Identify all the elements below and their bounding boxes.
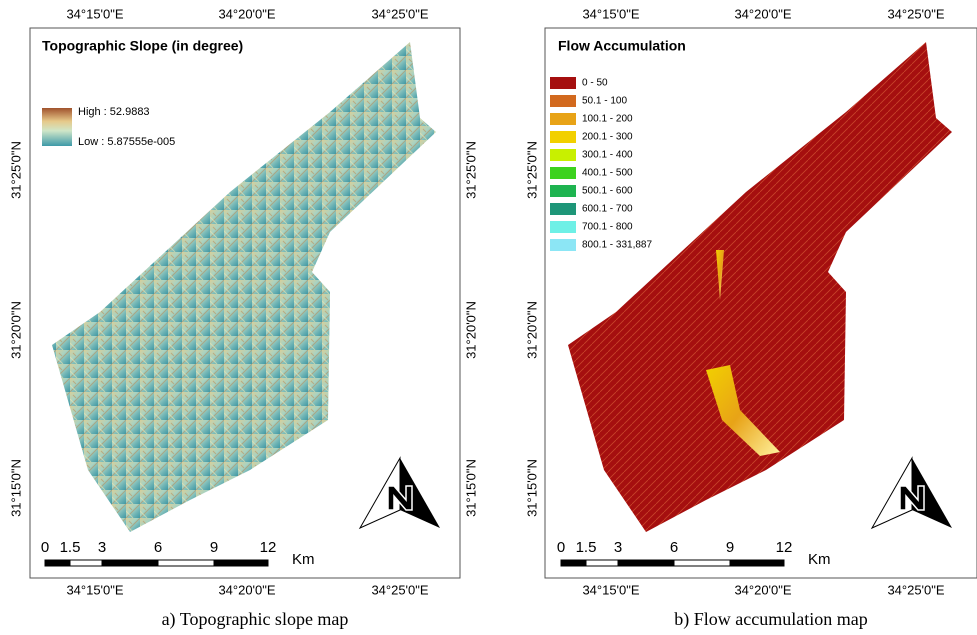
lat-label: 31°15'0"N (463, 459, 478, 517)
scale-tick: 6 (670, 539, 678, 556)
lon-label: 34°20'0"E (734, 582, 791, 597)
scale-tick: 3 (614, 539, 622, 556)
legend-label: 400.1 - 500 (582, 168, 633, 179)
scale-tick: 12 (776, 539, 793, 556)
lon-label: 34°15'0"E (582, 6, 639, 21)
legend-label: 300.1 - 400 (582, 150, 633, 161)
lon-label: 34°15'0"E (66, 6, 123, 21)
legend-swatch (550, 149, 576, 161)
scale-segment (618, 560, 674, 566)
lat-label: 31°20'0"N (524, 301, 539, 359)
scale-tick: 6 (154, 539, 162, 556)
legend-label: 600.1 - 700 (582, 204, 633, 215)
lon-label: 34°15'0"E (66, 582, 123, 597)
scale-segment (70, 560, 102, 566)
legend-label: Low : 5.87555e-005 (78, 136, 175, 148)
scale-segment (674, 560, 730, 566)
lon-label: 34°25'0"E (371, 6, 428, 21)
lat-label: 31°20'0"N (8, 301, 23, 359)
scale-unit: Km (292, 551, 315, 568)
legend-label: 0 - 50 (582, 78, 608, 89)
caption: b) Flow accumulation map (674, 609, 867, 630)
lon-label: 34°15'0"E (582, 582, 639, 597)
legend-swatch (550, 167, 576, 179)
legend-label: 50.1 - 100 (582, 96, 627, 107)
scale-tick: 9 (210, 539, 218, 556)
scale-segment (561, 560, 586, 566)
scale-segment (45, 560, 70, 566)
lat-label: 31°25'0"N (463, 141, 478, 199)
legend-label: 500.1 - 600 (582, 186, 633, 197)
scale-tick: 3 (98, 539, 106, 556)
scale-tick: 0 (41, 539, 49, 556)
north-arrow (360, 458, 440, 528)
lat-label: 31°25'0"N (524, 141, 539, 199)
scale-tick: 1.5 (60, 539, 81, 556)
legend-label: High : 52.9883 (78, 106, 150, 118)
scale-segment (214, 560, 268, 566)
legend-swatch (550, 221, 576, 233)
legend-swatch (550, 95, 576, 107)
lat-label: 31°15'0"N (524, 459, 539, 517)
lon-label: 34°25'0"E (887, 582, 944, 597)
legend-swatch (550, 203, 576, 215)
map-title: Flow Accumulation (558, 38, 686, 54)
panel-b (545, 28, 977, 578)
scale-segment (730, 560, 784, 566)
legend-swatch (550, 131, 576, 143)
lon-label: 34°25'0"E (371, 582, 428, 597)
figure: 34°15'0"E 34°20'0"E 34°25'0"E 34°15'0"E 34°2… (0, 0, 977, 635)
scale-tick: 9 (726, 539, 734, 556)
lon-label: 34°20'0"E (734, 6, 791, 21)
legend-swatch (550, 77, 576, 89)
north-arrow (872, 458, 952, 528)
legend-label: 100.1 - 200 (582, 114, 633, 125)
map-title: Topographic Slope (in degree) (42, 38, 243, 54)
legend-label: 200.1 - 300 (582, 132, 633, 143)
legend-swatch (550, 185, 576, 197)
lat-label: 31°20'0"N (463, 301, 478, 359)
legend-swatch (550, 239, 576, 251)
scale-tick: 0 (557, 539, 565, 556)
lon-label: 34°25'0"E (887, 6, 944, 21)
caption: a) Topographic slope map (162, 609, 349, 630)
legend-ramp (42, 108, 72, 146)
legend-swatch (550, 113, 576, 125)
scale-segment (586, 560, 618, 566)
scale-segment (102, 560, 158, 566)
scale-tick: 12 (260, 539, 277, 556)
lon-label: 34°20'0"E (218, 6, 275, 21)
scale-tick: 1.5 (576, 539, 597, 556)
scale-segment (158, 560, 214, 566)
lat-label: 31°25'0"N (8, 141, 23, 199)
scale-unit: Km (808, 551, 831, 568)
legend-label: 800.1 - 331,887 (582, 240, 652, 251)
legend-label: 700.1 - 800 (582, 222, 633, 233)
lon-label: 34°20'0"E (218, 582, 275, 597)
lat-label: 31°15'0"N (8, 459, 23, 517)
